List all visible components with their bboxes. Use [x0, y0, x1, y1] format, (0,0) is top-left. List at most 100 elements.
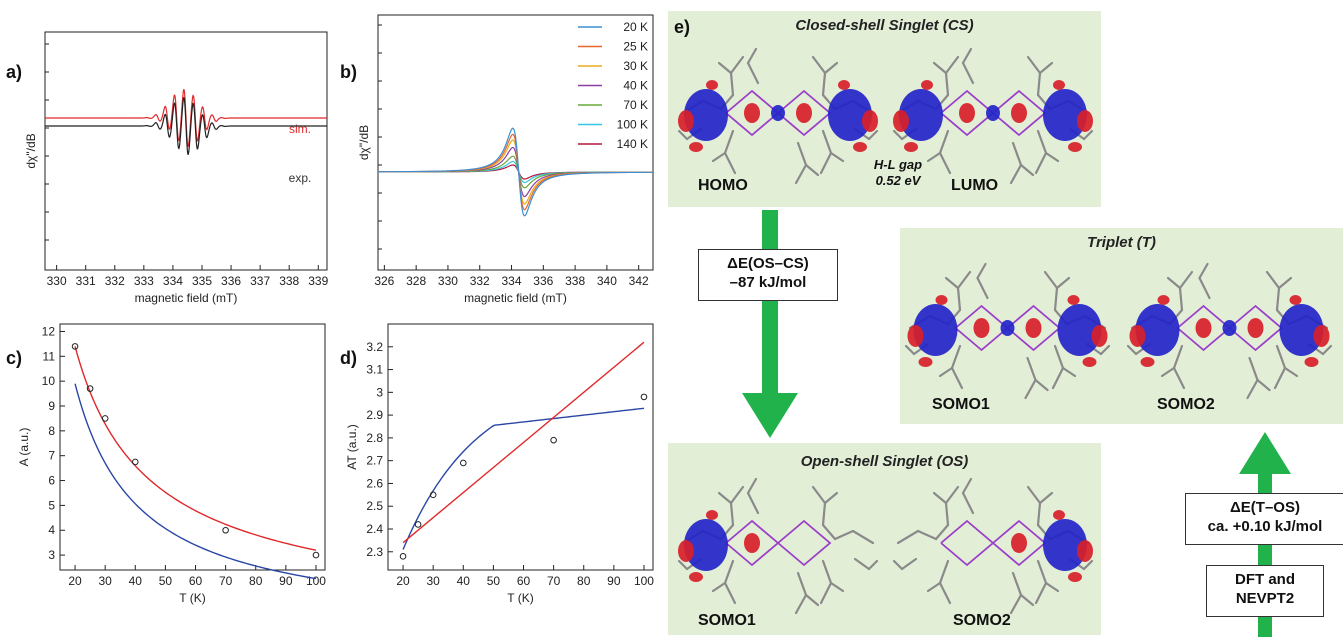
- bond: [729, 55, 745, 75]
- y-tick-label: 3.1: [366, 363, 383, 377]
- orbital-lobe-red: [973, 318, 990, 338]
- y-tick-label: 6: [48, 474, 55, 488]
- x-tick-label: 80: [249, 574, 263, 588]
- chart-b: 326 328 330 332 334 336 338 340 342 magnetic fiel…: [357, 14, 654, 305]
- bond: [1160, 366, 1176, 378]
- orbital-lobe-blue: [1057, 304, 1102, 356]
- bond: [1034, 378, 1049, 392]
- bond: [892, 129, 904, 141]
- os-somo2-label: SOMO2: [953, 612, 1011, 629]
- y-tick-label: 10: [42, 374, 56, 388]
- homo-label: HOMO: [698, 177, 748, 194]
- orbital-lobe-blue: [1279, 304, 1324, 356]
- x-tick-label: 336: [533, 274, 553, 288]
- x-tick-label: 90: [279, 574, 293, 588]
- bond: [794, 593, 808, 615]
- bond: [851, 529, 875, 545]
- x-tick-label: 339: [308, 274, 328, 288]
- closed-shell-box: e) Closed-shell Singlet (CS) HOMO H-L ga…: [668, 11, 1101, 207]
- y-axis-label: A (a.u.): [17, 428, 31, 467]
- bond: [1019, 593, 1035, 607]
- bond: [1024, 378, 1037, 400]
- x-tick-label: 330: [438, 274, 458, 288]
- bond: [926, 581, 942, 593]
- bond: [1198, 276, 1211, 300]
- os-somo1-label: SOMO1: [698, 612, 756, 629]
- orbital-lobe-red: [1068, 572, 1082, 582]
- x-tick-label: 60: [517, 574, 531, 588]
- bond: [934, 523, 950, 541]
- bond: [729, 501, 735, 527]
- bond: [819, 151, 833, 175]
- orbital-lobe-red: [1289, 295, 1302, 305]
- orbital-lobe-red: [1025, 318, 1042, 338]
- method-line2: NEVPT2: [1235, 590, 1295, 607]
- orbital-lobe-blue: [986, 105, 1000, 121]
- panel-e-letter: e): [674, 17, 691, 37]
- x-tick-label: 331: [76, 274, 96, 288]
- bond: [938, 129, 950, 155]
- y-tick-label: 2.6: [366, 476, 383, 490]
- orbital-lobe-red: [1157, 295, 1170, 305]
- x-tick-label: 336: [221, 274, 241, 288]
- orbital-lobe-red: [1011, 533, 1027, 553]
- x-tick-label: 340: [597, 274, 617, 288]
- fit-curve: [402, 407, 645, 550]
- bond: [823, 61, 839, 75]
- data-point: [640, 393, 648, 401]
- x-tick-label: 338: [279, 274, 299, 288]
- bond: [1082, 129, 1094, 141]
- bond: [1036, 71, 1042, 97]
- bond: [950, 344, 962, 370]
- bond: [1126, 344, 1138, 356]
- x-tick-label: 338: [565, 274, 585, 288]
- bond: [1009, 163, 1023, 185]
- fit-line: [402, 341, 645, 544]
- bond: [821, 129, 833, 155]
- bond: [1009, 593, 1023, 615]
- x-tick-label: 90: [607, 574, 621, 588]
- series-line-20 K: [378, 127, 653, 217]
- delta-os-cs-line1: ΔE(OS–CS): [727, 255, 809, 272]
- orbital-lobe-red: [1247, 318, 1264, 338]
- bond: [1036, 501, 1042, 527]
- y-axis-label: AT (a.u.): [345, 424, 359, 470]
- x-tick-label: 333: [134, 274, 154, 288]
- x-tick-label: 332: [105, 274, 125, 288]
- bond: [1321, 344, 1333, 356]
- bond: [961, 491, 975, 515]
- orbital-lobe-red: [1313, 325, 1330, 347]
- data-point: [222, 526, 229, 534]
- x-tick-label: 328: [406, 274, 426, 288]
- orbital-lobe-red: [1077, 110, 1093, 132]
- bond: [1026, 485, 1042, 505]
- x-tick-label: 30: [98, 574, 112, 588]
- bond: [900, 557, 918, 571]
- x-tick-label: 326: [374, 274, 394, 288]
- bond: [938, 151, 952, 175]
- orbital-diagram: e) Closed-shell Singlet (CS) HOMO H-L ga…: [665, 0, 1343, 637]
- orbital-lobe-red: [893, 110, 909, 132]
- y-tick-label: 3: [376, 385, 383, 399]
- bond: [1044, 151, 1060, 163]
- method-line1: DFT and: [1235, 571, 1295, 588]
- bond: [811, 55, 827, 75]
- orbital-lobe-blue: [913, 304, 958, 356]
- bond: [746, 47, 758, 65]
- x-tick-label: 70: [547, 574, 561, 588]
- bond: [1051, 366, 1065, 390]
- triplet-somo2-label: SOMO2: [1157, 396, 1215, 413]
- orbital-lobe-red: [904, 142, 918, 152]
- bond: [916, 529, 938, 541]
- delta-os-cs-line2: –87 kJ/mol: [729, 274, 807, 291]
- bond: [823, 491, 839, 505]
- plot-frame: [377, 14, 654, 271]
- triplet-somo1-label: SOMO1: [932, 396, 990, 413]
- orbital-lobe-red: [1068, 142, 1082, 152]
- bond-ring: [940, 519, 995, 567]
- orbital-lobe-red: [1011, 103, 1027, 123]
- bond: [892, 559, 904, 571]
- panel-b-letter: b): [340, 62, 357, 82]
- fit-curve: [74, 346, 317, 551]
- bond: [1275, 286, 1281, 312]
